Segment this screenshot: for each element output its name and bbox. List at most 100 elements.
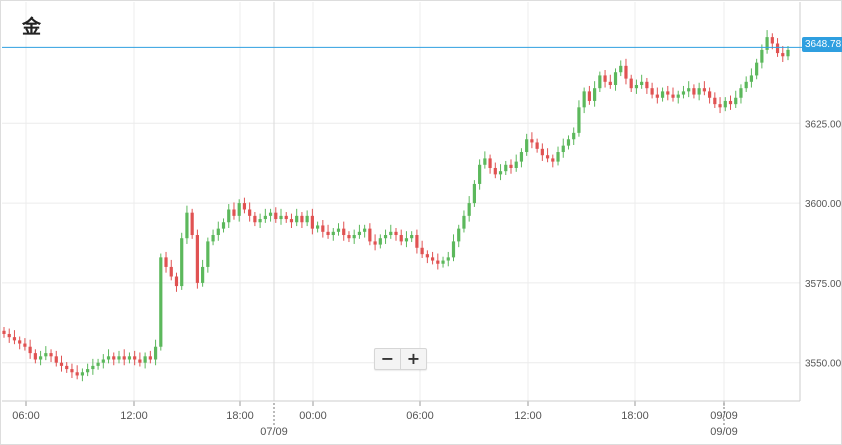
candle-body xyxy=(268,212,273,216)
candle-body xyxy=(368,228,372,242)
candle-body xyxy=(195,235,199,283)
candle-body xyxy=(666,91,670,95)
candle-body xyxy=(765,37,769,50)
candle-body xyxy=(451,241,456,258)
candle-body xyxy=(760,49,764,63)
y-tick-label: 3600.00 xyxy=(805,199,842,210)
candle-body xyxy=(734,97,738,105)
candle-body xyxy=(227,209,231,223)
candle-body xyxy=(786,49,790,57)
candle-body xyxy=(425,254,429,258)
candle-body xyxy=(169,266,173,277)
candle-body xyxy=(49,353,53,357)
candle-body xyxy=(2,330,6,334)
candle-body xyxy=(80,372,84,376)
candle-body xyxy=(201,266,205,283)
candle-body xyxy=(514,161,518,168)
candle-body xyxy=(415,235,419,248)
chart-title: 金 xyxy=(22,16,42,38)
candle-body xyxy=(619,65,623,73)
candle-body xyxy=(373,241,377,245)
candle-body xyxy=(12,337,17,341)
candle-body xyxy=(519,152,524,162)
candle-body xyxy=(650,88,654,95)
candle-body xyxy=(180,238,184,287)
candle-body xyxy=(159,257,163,347)
candle-body xyxy=(96,362,100,366)
candle-body xyxy=(723,100,727,108)
candle-body xyxy=(253,215,257,223)
candle-body xyxy=(671,94,675,98)
candle-body xyxy=(143,356,147,363)
candle-body xyxy=(289,219,294,223)
candle-body xyxy=(232,209,236,216)
candle-body xyxy=(206,241,210,267)
candle-body xyxy=(122,356,126,360)
candle-body xyxy=(211,235,215,242)
candle-body xyxy=(164,257,168,267)
candle-body xyxy=(394,231,398,236)
candle-body xyxy=(70,369,74,373)
zoom-in-button[interactable]: + xyxy=(406,349,421,368)
x-tick-label: 06:00 xyxy=(12,410,40,422)
candle-body xyxy=(770,37,774,44)
candle-body xyxy=(316,225,320,229)
date-label: 09/09 xyxy=(710,426,738,438)
candle-body xyxy=(378,238,382,245)
candle-body xyxy=(713,97,717,105)
candle-body xyxy=(274,212,278,220)
candle-body xyxy=(7,333,11,338)
y-tick-label: 3625.00 xyxy=(805,119,842,130)
candle-body xyxy=(352,235,356,239)
candle-body xyxy=(551,158,555,162)
candle-body xyxy=(174,276,179,287)
candle-body xyxy=(493,167,497,175)
candle-body xyxy=(263,215,267,220)
candle-body xyxy=(582,91,586,108)
candle-body xyxy=(216,228,220,236)
candle-body xyxy=(572,132,576,140)
candle-body xyxy=(101,359,105,363)
x-tick-label: 18:00 xyxy=(226,410,254,422)
x-tick-label: 00:00 xyxy=(299,410,327,422)
candle-body xyxy=(457,228,461,242)
candle-body xyxy=(127,356,132,360)
candle-body xyxy=(357,231,362,236)
candle-body xyxy=(681,91,686,95)
candle-body xyxy=(23,343,27,347)
candle-body xyxy=(33,353,37,360)
candle-body xyxy=(383,235,388,239)
candle-body xyxy=(540,148,544,156)
candle-body xyxy=(279,215,283,220)
candle-body xyxy=(310,215,314,229)
zoom-out-button[interactable]: − xyxy=(380,349,395,368)
candle-body xyxy=(18,340,22,344)
candle-body xyxy=(598,75,602,89)
candle-body xyxy=(153,346,158,360)
candle-body xyxy=(755,62,759,76)
candle-body xyxy=(331,231,335,236)
x-tick-label: 12:00 xyxy=(120,410,148,422)
zoom-controls: − + xyxy=(374,348,427,370)
candle-body xyxy=(148,356,152,360)
candle-body xyxy=(185,212,189,239)
candle-body xyxy=(430,257,435,261)
candle-body xyxy=(472,183,476,204)
candle-body xyxy=(498,171,503,175)
candle-body xyxy=(38,356,43,360)
candle-body xyxy=(509,164,513,168)
candle-body xyxy=(399,235,403,242)
candle-body xyxy=(634,84,639,89)
candle-body xyxy=(640,81,644,85)
candle-body xyxy=(781,53,785,57)
candle-body xyxy=(613,72,618,85)
candle-body xyxy=(577,107,581,133)
candle-body xyxy=(59,362,64,366)
candle-body xyxy=(561,145,565,153)
candle-body xyxy=(488,158,492,168)
candle-body xyxy=(138,359,142,363)
candle-body xyxy=(106,356,111,360)
candle-body xyxy=(728,100,733,105)
